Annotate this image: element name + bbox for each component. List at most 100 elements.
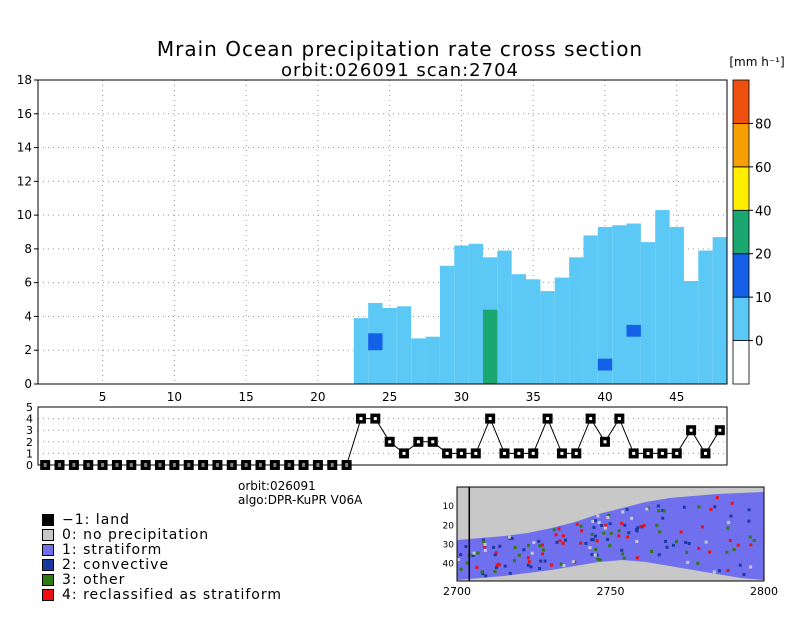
colorbar-tick-label: 0 bbox=[755, 335, 763, 350]
minimap-pixel bbox=[527, 543, 531, 547]
minimap-pixel bbox=[526, 563, 530, 567]
minimap-pixel bbox=[747, 519, 751, 523]
rain-column bbox=[626, 223, 641, 384]
rain-column bbox=[353, 318, 369, 384]
minimap-pixel bbox=[571, 560, 575, 564]
minimap-pixel bbox=[687, 542, 691, 546]
minimap-y-tick-label: 10 bbox=[443, 502, 455, 512]
minimap-pixel bbox=[558, 539, 562, 543]
x-tick-label: 5 bbox=[99, 390, 107, 404]
minimap-y-tick-label: 30 bbox=[443, 541, 455, 551]
minimap-pixel bbox=[661, 508, 665, 512]
minimap-pixel bbox=[747, 508, 751, 512]
minimap-pixel bbox=[561, 534, 565, 538]
minimap-pixel bbox=[697, 546, 701, 550]
minimap-pixel bbox=[591, 519, 595, 523]
minimap-pixel bbox=[635, 539, 639, 543]
colorbar-segment bbox=[732, 79, 750, 124]
minimap-pixel bbox=[602, 531, 606, 535]
minimap-pixel bbox=[503, 564, 507, 568]
y-tick-label: 14 bbox=[17, 141, 32, 155]
minimap-pixel bbox=[749, 565, 753, 569]
minimap-pixel bbox=[658, 530, 662, 534]
minimap-pixel bbox=[530, 551, 534, 555]
minimap-pixel bbox=[512, 559, 516, 563]
minimap-pixel bbox=[729, 514, 733, 518]
rain-column bbox=[721, 340, 727, 384]
flag-marker-dot bbox=[531, 451, 535, 455]
flag-marker-dot bbox=[632, 451, 636, 455]
minimap-pixel bbox=[559, 562, 563, 566]
minimap-pixel bbox=[657, 509, 661, 513]
minimap-pixel bbox=[642, 524, 646, 528]
minimap-pixel bbox=[552, 528, 556, 532]
rain-column bbox=[569, 257, 584, 384]
minimap-pixel bbox=[457, 558, 461, 562]
minimap-pixel bbox=[472, 551, 476, 555]
colorbar-tick-label: 40 bbox=[755, 204, 772, 219]
minimap-pixel bbox=[476, 551, 480, 555]
minimap-pixel bbox=[655, 523, 659, 527]
minimap-pixel bbox=[712, 570, 716, 574]
minimap-pixel bbox=[529, 565, 533, 569]
minimap-pixel bbox=[708, 550, 712, 554]
minimap-pixel bbox=[592, 525, 596, 529]
minimap-pixel bbox=[495, 566, 499, 570]
minimap-pixel bbox=[600, 524, 604, 528]
minimap-pixel bbox=[715, 496, 719, 500]
flag-marker-dot bbox=[503, 451, 507, 455]
minimap-pixel bbox=[591, 538, 595, 542]
flag-marker-dot bbox=[359, 417, 363, 421]
colorbar-unit: [mm h⁻¹] bbox=[729, 55, 784, 69]
colorbar-segment bbox=[732, 253, 750, 298]
info-block: orbit:026091 algo:DPR-KuPR V06A bbox=[238, 479, 362, 507]
minimap-pixel bbox=[726, 568, 730, 572]
colorbar-tick-label: 60 bbox=[755, 161, 772, 176]
minimap-pixel bbox=[464, 545, 468, 549]
minimap-pixel bbox=[498, 544, 502, 548]
minimap-pixel bbox=[662, 509, 666, 513]
flag-marker-dot bbox=[373, 417, 377, 421]
minimap-pixel bbox=[575, 522, 579, 526]
minimap-pixel bbox=[593, 553, 597, 557]
rain-column bbox=[683, 280, 699, 384]
colorbar-segment bbox=[732, 296, 750, 341]
legend-swatch bbox=[42, 558, 54, 571]
flag-frame bbox=[37, 406, 728, 466]
minimap-pixel bbox=[541, 552, 545, 556]
y-tick-label: 0 bbox=[24, 377, 32, 391]
minimap-pixel bbox=[738, 563, 742, 567]
minimap-pixel bbox=[686, 560, 690, 564]
flag-marker-dot bbox=[517, 451, 521, 455]
rain-core bbox=[482, 309, 498, 384]
minimap-x-tick-label: 2700 bbox=[443, 585, 471, 598]
legend-label: 4: reclassified as stratiform bbox=[62, 586, 283, 603]
rain-column bbox=[540, 291, 555, 384]
precip-type-legend: −1: land 0: no precipitation 1: stratiform… bbox=[42, 512, 283, 603]
rain-column bbox=[382, 308, 397, 384]
cross-section-plot: 5 10 15 20 25 30 35 40 45 0 2 4 6 8 10 12 14 16 18 bbox=[17, 73, 728, 404]
y-tick-label: 18 bbox=[17, 73, 32, 87]
rain-column bbox=[411, 338, 426, 384]
colorbar-tick-label: 80 bbox=[755, 117, 772, 132]
minimap-pixel bbox=[630, 516, 634, 520]
minimap-pixel bbox=[609, 531, 613, 535]
colorbar-segment bbox=[732, 209, 750, 255]
legend-label: 1: stratiform bbox=[62, 541, 163, 558]
minimap-pixel bbox=[494, 551, 498, 555]
minimap-pixel bbox=[517, 553, 521, 557]
minimap-pixel bbox=[730, 501, 734, 505]
minimap-pixel bbox=[625, 507, 629, 511]
rain-column bbox=[454, 245, 469, 384]
rain-core bbox=[597, 358, 613, 371]
minimap-pixel bbox=[579, 541, 583, 545]
minimap-pixel bbox=[510, 536, 514, 540]
minimap-pixel bbox=[704, 540, 708, 544]
minimap-pixel bbox=[538, 544, 542, 548]
minimap-pixel bbox=[549, 563, 553, 567]
minimap-pixel bbox=[626, 535, 630, 539]
minimap-pixel bbox=[598, 558, 602, 562]
legend-swatch bbox=[42, 528, 54, 541]
x-tick-label: 45 bbox=[669, 390, 684, 404]
orbit-label: orbit:026091 bbox=[238, 479, 316, 493]
